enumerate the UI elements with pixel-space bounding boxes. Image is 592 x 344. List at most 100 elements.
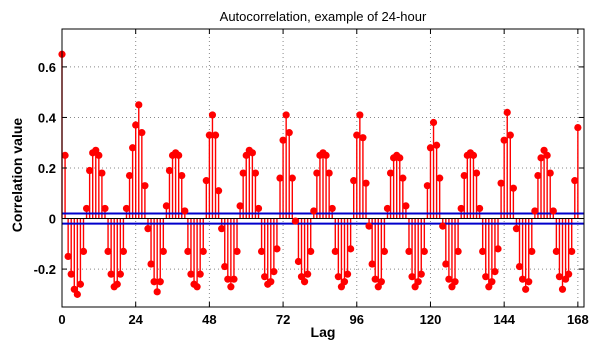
data-point: [359, 134, 367, 142]
data-point: [261, 273, 269, 281]
data-point: [76, 280, 85, 288]
data-point: [73, 290, 81, 298]
data-point: [129, 144, 137, 152]
data-point: [132, 121, 140, 129]
data-point: [417, 270, 425, 278]
data-point: [460, 171, 468, 180]
data-point: [288, 174, 296, 182]
data-point: [402, 202, 410, 210]
plot-area: 0 24 48 72 96 120 144 168 -0.2 0 0.2 0.4 0.6: [34, 28, 589, 327]
data-point: [377, 278, 385, 286]
data-point: [451, 278, 459, 286]
data-point: [408, 273, 416, 281]
data-point: [512, 225, 521, 233]
data-point: [331, 247, 339, 255]
data-point: [347, 245, 355, 253]
data-point: [64, 252, 72, 261]
data-point: [224, 275, 232, 283]
data-point: [273, 245, 281, 253]
data-point: [537, 154, 545, 162]
data-point: [101, 204, 109, 213]
data-point: [270, 268, 278, 276]
data-point: [365, 222, 373, 230]
y-axis-label: Correlation value: [9, 118, 25, 233]
x-axis-label: Lag: [311, 324, 336, 340]
x-tick-label: 96: [350, 312, 364, 327]
data-point: [549, 207, 557, 215]
data-point: [439, 222, 447, 230]
data-point: [248, 149, 256, 157]
data-point: [362, 179, 370, 187]
data-point: [95, 151, 103, 159]
data-point: [276, 174, 284, 182]
y-tick-label: 0: [49, 212, 56, 227]
data-point: [414, 278, 422, 286]
data-point: [543, 151, 551, 159]
data-point: [196, 270, 204, 278]
data-point: [98, 169, 106, 177]
data-point: [429, 118, 438, 127]
x-tick-label: 168: [567, 312, 589, 327]
data-point: [61, 151, 69, 159]
data-point: [122, 204, 131, 213]
data-point: [469, 151, 478, 159]
data-point: [368, 260, 376, 268]
data-point: [113, 280, 121, 288]
data-point: [328, 204, 336, 213]
data-point: [267, 278, 275, 286]
data-point: [257, 247, 266, 255]
data-point: [396, 154, 404, 162]
data-point: [227, 283, 235, 291]
data-point: [322, 151, 330, 159]
data-point: [107, 270, 115, 278]
data-point: [503, 108, 511, 116]
data-point: [144, 225, 152, 233]
data-point: [509, 184, 517, 192]
data-point: [285, 129, 293, 137]
data-point: [436, 174, 444, 182]
data-point: [325, 169, 333, 177]
data-point: [150, 278, 158, 286]
data-point: [236, 202, 244, 210]
y-tick-label: 0.4: [38, 110, 57, 125]
data-point: [279, 136, 287, 144]
data-point: [119, 247, 128, 255]
data-point: [525, 278, 533, 286]
data-point: [528, 247, 536, 255]
data-point: [500, 136, 508, 144]
x-tick-label: 72: [276, 312, 290, 327]
y-tick-label: 0.2: [38, 161, 56, 176]
x-tick-label: 24: [128, 312, 143, 327]
data-point: [205, 131, 213, 139]
data-point: [208, 111, 217, 119]
data-point: [86, 166, 94, 175]
data-point: [571, 177, 579, 185]
data-point: [555, 273, 564, 281]
y-tick-label: -0.2: [34, 262, 56, 277]
data-point: [334, 273, 342, 281]
data-point: [199, 247, 207, 255]
x-tick-label: 144: [493, 312, 515, 327]
data-point: [313, 169, 321, 177]
data-point: [445, 275, 453, 283]
data-point: [353, 131, 361, 139]
data-point: [147, 260, 155, 268]
data-point: [552, 247, 560, 255]
data-point: [386, 169, 395, 177]
x-tick-label: 48: [202, 312, 216, 327]
data-point: [79, 247, 88, 255]
chart-title: Autocorrelation, example of 24-hour: [220, 9, 427, 24]
data-point: [181, 207, 189, 215]
data-point: [433, 141, 441, 149]
data-point: [202, 177, 210, 185]
data-point: [233, 247, 241, 255]
data-point: [138, 129, 146, 137]
data-point: [506, 131, 514, 139]
data-point: [476, 204, 484, 213]
data-point: [494, 245, 502, 253]
data-point: [380, 247, 389, 255]
data-point: [187, 270, 195, 278]
data-point: [251, 169, 260, 177]
y-tick-label: 0.6: [38, 60, 56, 75]
